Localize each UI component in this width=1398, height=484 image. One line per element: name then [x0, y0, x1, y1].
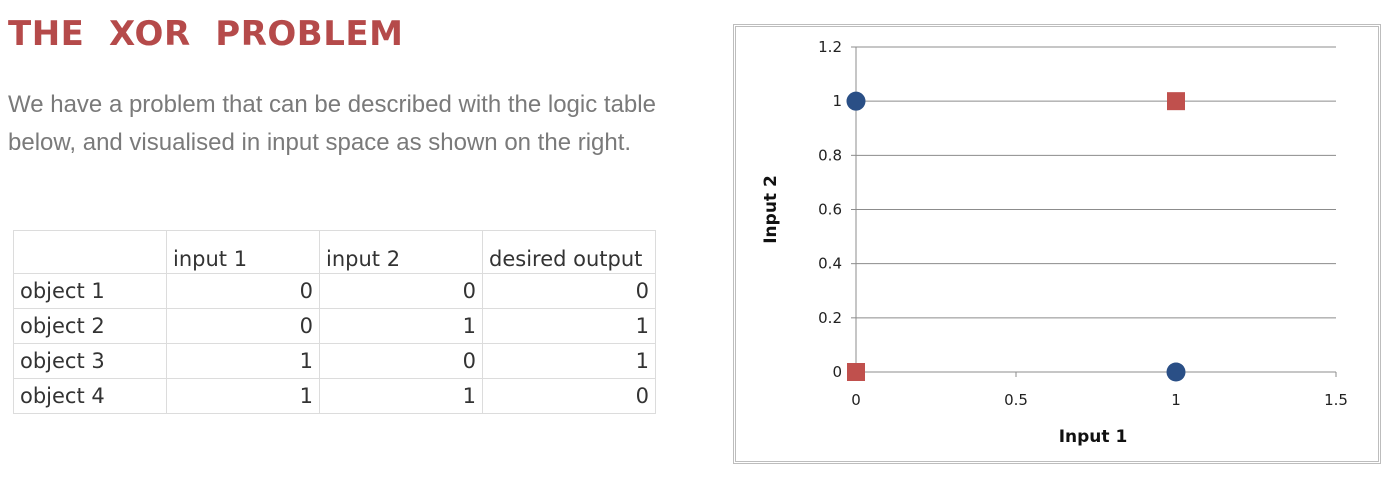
table-cell-label: object 2 [13, 308, 167, 344]
table-cell: 0 [482, 378, 656, 414]
table-cell-label: object 1 [13, 273, 167, 309]
table-cell: 1 [166, 343, 320, 379]
data-point-circle [846, 91, 866, 111]
y-tick-label: 1.2 [818, 38, 842, 56]
y-axis-title: Input 2 [761, 175, 781, 244]
data-point-square [1167, 92, 1185, 111]
table-cell-label: object 4 [13, 378, 167, 414]
table-header-cell: input 1 [166, 230, 320, 274]
table-cell: 0 [319, 273, 483, 309]
logic-table: input 1 input 2 desired output object 1 … [13, 230, 656, 414]
table-header-cell: desired output [482, 230, 656, 274]
table-cell: 0 [482, 273, 656, 309]
table-cell-label: object 3 [13, 343, 167, 379]
y-tick-label: 0.2 [818, 309, 842, 327]
table-header-cell [13, 230, 167, 274]
y-tick-label: 0 [832, 363, 842, 381]
y-tick-label: 1 [832, 92, 842, 110]
x-tick-label: 0.5 [1004, 391, 1028, 409]
table-cell: 1 [166, 378, 320, 414]
data-point-circle [1166, 362, 1186, 382]
table-header-row: input 1 input 2 desired output [13, 230, 656, 274]
x-axis-title: Input 1 [1059, 427, 1128, 447]
intro-paragraph: We have a problem that can be described … [8, 91, 656, 156]
table-row: object 1 0 0 0 [13, 273, 656, 309]
table-cell: 0 [166, 273, 320, 309]
y-tick-label: 0.6 [818, 201, 842, 219]
table-cell: 1 [319, 308, 483, 344]
table-row: object 4 1 1 0 [13, 378, 656, 414]
page-title: THE XOR PROBLEM [8, 14, 404, 54]
table-cell: 0 [166, 308, 320, 344]
table-cell: 0 [319, 343, 483, 379]
table-row: object 3 1 0 1 [13, 343, 656, 379]
table-cell: 1 [482, 308, 656, 344]
x-tick-label: 1.5 [1324, 391, 1348, 409]
scatter-chart: 0 0.2 0.4 0.6 0.8 1 1.2 0 0.5 1 1.5 Input 1 Input 2 [761, 38, 1348, 447]
x-tick-label: 0 [851, 391, 861, 409]
table-header-cell: input 2 [319, 230, 483, 274]
table-cell: 1 [319, 378, 483, 414]
x-tick-label: 1 [1171, 391, 1181, 409]
table-row: object 2 0 1 1 [13, 308, 656, 344]
y-tick-label: 0.4 [818, 255, 842, 273]
y-tick-label: 0.8 [818, 146, 842, 164]
data-point-square [847, 363, 865, 381]
chart-frame: 0 0.2 0.4 0.6 0.8 1 1.2 0 0.5 1 1.5 Input 1 Input 2 [733, 24, 1381, 464]
table-cell: 1 [482, 343, 656, 379]
